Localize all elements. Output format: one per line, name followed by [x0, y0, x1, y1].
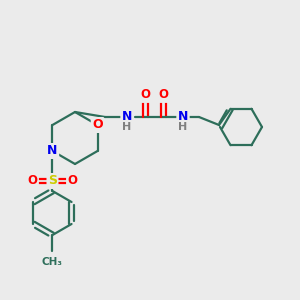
Text: S: S — [48, 175, 57, 188]
Text: O: O — [68, 175, 77, 188]
Text: O: O — [158, 88, 168, 101]
Text: N: N — [47, 145, 58, 158]
Text: N: N — [178, 110, 188, 124]
Text: O: O — [92, 118, 103, 131]
Text: O: O — [140, 88, 150, 101]
Text: N: N — [122, 110, 132, 124]
Text: CH₃: CH₃ — [42, 257, 63, 267]
Text: H: H — [122, 122, 132, 132]
Text: H: H — [178, 122, 188, 132]
Text: O: O — [28, 175, 38, 188]
